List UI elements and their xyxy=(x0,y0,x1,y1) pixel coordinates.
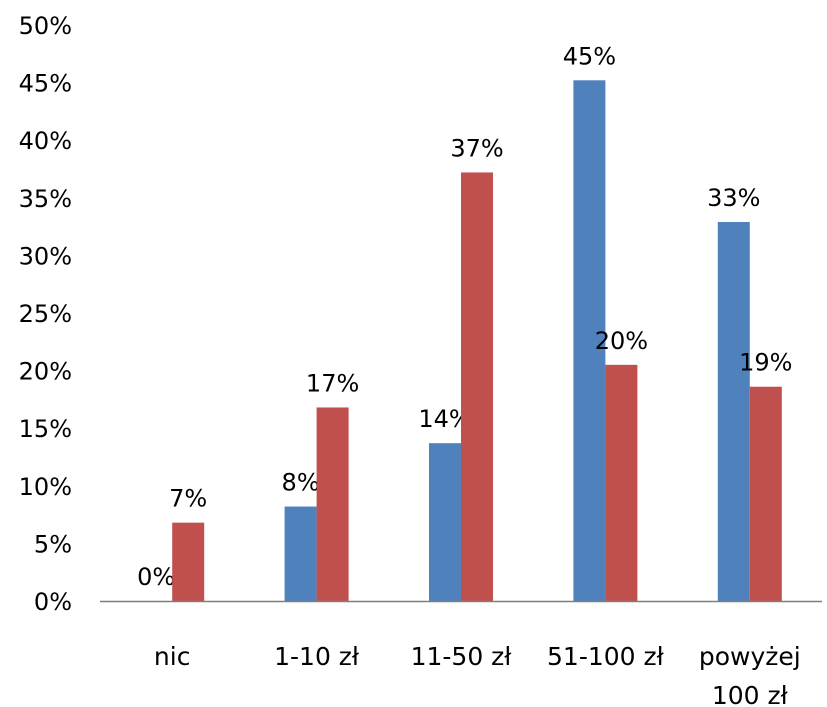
y-tick-label: 15% xyxy=(19,415,72,443)
x-category-label: 1-10 zł xyxy=(274,642,360,671)
data-label: 37% xyxy=(450,134,503,162)
bar-series-2 xyxy=(749,386,782,601)
data-label: 20% xyxy=(595,327,648,355)
y-tick-label: 5% xyxy=(34,530,72,558)
bar-series-1 xyxy=(717,221,750,601)
bar-series-1 xyxy=(429,443,461,601)
y-tick-label: 10% xyxy=(19,473,72,501)
x-category-label: 100 zł xyxy=(712,681,789,707)
bar-series-2 xyxy=(172,522,205,601)
y-tick-label: 40% xyxy=(19,127,72,155)
x-category-label: 51-100 zł xyxy=(547,642,665,671)
data-label: 0% xyxy=(137,563,175,591)
x-axis: nic 1-10 zł 11-50 zł 51-100 zł powyżej 100 zł xyxy=(100,600,822,707)
x-category-label: 11-50 zł xyxy=(411,642,513,671)
data-label: 19% xyxy=(739,349,792,377)
y-tick-label: 25% xyxy=(19,300,72,328)
y-tick-label: 50% xyxy=(19,12,72,40)
data-label: 33% xyxy=(707,184,760,212)
y-tick-label: 45% xyxy=(19,70,72,98)
bar-series-1 xyxy=(284,506,317,601)
data-label: 45% xyxy=(563,42,616,70)
bars: 0%7%8%17%14%37%45%20%33%19% xyxy=(137,42,792,601)
x-category-label: nic xyxy=(154,642,191,671)
y-tick-label: 30% xyxy=(19,242,72,270)
y-tick-label: 20% xyxy=(19,358,72,386)
data-label: 8% xyxy=(282,469,320,497)
bar-series-2 xyxy=(461,172,493,601)
y-axis: 0% 5% 10% 15% 20% 25% 30% 35% 40% 45% 50% xyxy=(19,12,72,616)
bar-series-2 xyxy=(605,364,638,601)
x-category-label: powyżej xyxy=(699,642,801,671)
bar-series-2 xyxy=(316,407,349,601)
y-tick-label: 35% xyxy=(19,185,72,213)
data-label: 17% xyxy=(306,369,359,397)
y-tick-label: 0% xyxy=(34,588,72,616)
data-label: 7% xyxy=(169,485,207,513)
bar-series-1 xyxy=(573,80,606,601)
